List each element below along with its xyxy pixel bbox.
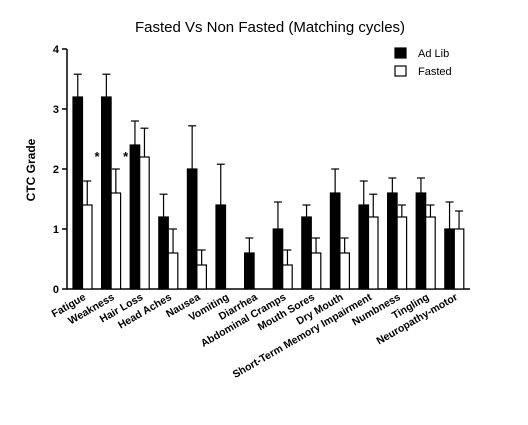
legend-label-ad-lib: Ad Lib bbox=[418, 48, 449, 60]
bar-ad-lib bbox=[329, 192, 341, 290]
bar-ad-lib bbox=[415, 192, 427, 290]
bar-fasted bbox=[167, 252, 179, 290]
bar-ad-lib bbox=[358, 204, 370, 290]
bar-ad-lib bbox=[215, 204, 227, 290]
bar-fasted bbox=[453, 228, 465, 290]
y-axis-label: CTC Grade bbox=[24, 138, 38, 201]
bar-fasted bbox=[81, 204, 93, 290]
significance-marker: * bbox=[123, 149, 129, 164]
bar-ad-lib bbox=[129, 144, 141, 290]
legend-label-fasted: Fasted bbox=[418, 66, 452, 78]
bar-fasted bbox=[196, 264, 207, 290]
bar-ad-lib bbox=[72, 96, 84, 290]
bars bbox=[72, 96, 465, 290]
bar-ad-lib bbox=[100, 96, 112, 290]
bar-ad-lib bbox=[444, 228, 455, 290]
bar-fasted bbox=[310, 252, 322, 290]
error-bars bbox=[73, 73, 464, 265]
bar-ad-lib bbox=[387, 192, 398, 290]
bar-fasted bbox=[425, 216, 436, 290]
bar-fasted bbox=[110, 192, 122, 290]
legend-swatch-ad-lib bbox=[394, 47, 407, 59]
y-tick-label: 4 bbox=[53, 44, 60, 56]
bar-fasted bbox=[367, 216, 379, 290]
bar-ad-lib bbox=[244, 252, 255, 290]
bar-fasted bbox=[339, 252, 350, 290]
legend-swatch-fasted bbox=[394, 65, 407, 77]
y-tick-label: 2 bbox=[53, 164, 59, 176]
bar-ad-lib bbox=[158, 216, 169, 290]
chart-title: Fasted Vs Non Fasted (Matching cycles) bbox=[135, 19, 405, 36]
y-tick-label: 3 bbox=[53, 104, 59, 116]
bar-ad-lib bbox=[301, 216, 312, 290]
y-tick-label: 0 bbox=[53, 284, 59, 296]
bar-ad-lib bbox=[186, 168, 198, 290]
bar-fasted bbox=[396, 216, 408, 290]
bar-fasted bbox=[282, 264, 293, 290]
bar-fasted bbox=[139, 156, 150, 290]
significance-marker: * bbox=[94, 149, 100, 164]
bar-ad-lib bbox=[272, 228, 284, 290]
legend: Ad Lib Fasted bbox=[394, 47, 452, 78]
y-tick-label: 1 bbox=[53, 224, 59, 236]
annotations: * * bbox=[94, 149, 129, 164]
